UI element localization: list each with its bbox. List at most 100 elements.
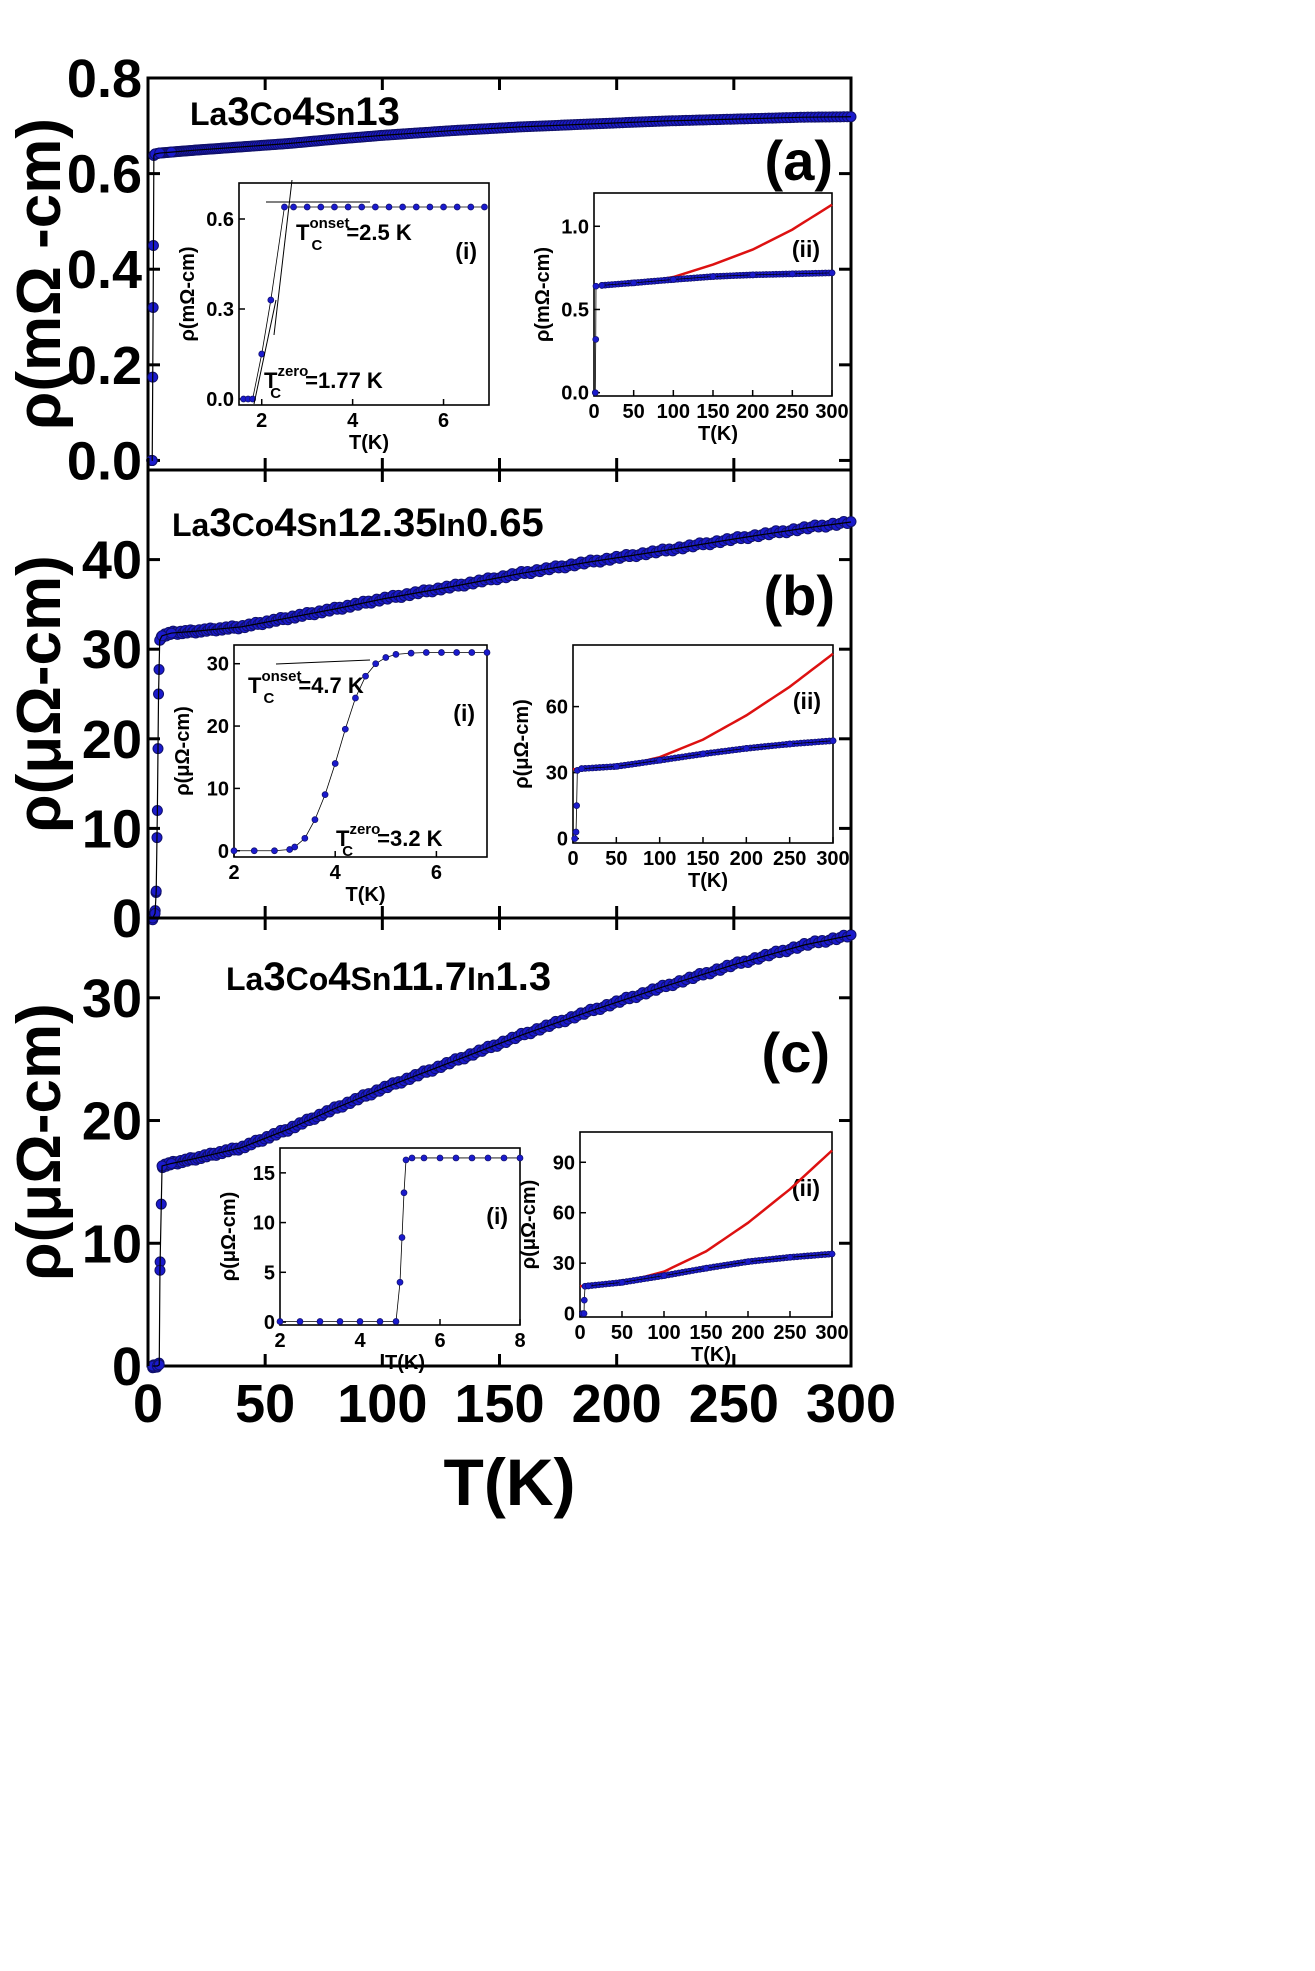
inset-data-point <box>702 1264 710 1272</box>
inset-x-tick-label: 2 <box>228 862 239 884</box>
y-tick-label: 30 <box>82 969 142 1029</box>
inset-y-label: ρ(μΩ-cm) <box>511 699 533 789</box>
inset-data-point <box>372 660 380 668</box>
inset-data-point <box>291 843 299 851</box>
inset-x-tick-label: 50 <box>623 401 645 423</box>
panel-a: 0.0 0.2 0.4 0.6 0.8 ρ(mΩ -cm) La3Co4Sn13 (a) 2 4 6… <box>5 49 857 491</box>
inset-x-tick-label: 200 <box>730 848 763 870</box>
inset-data-point <box>376 1318 384 1325</box>
inset-y-tick-label: 30 <box>553 1253 575 1275</box>
inset-data-point <box>744 1258 752 1266</box>
inset-data-point <box>468 1154 476 1162</box>
inset-y-tick-label: 0 <box>564 1304 575 1326</box>
guide-line <box>275 659 371 665</box>
inset-data-point <box>290 203 297 211</box>
inset-data-point <box>426 203 434 211</box>
inset-data-point <box>452 1154 460 1162</box>
series-line <box>151 116 852 462</box>
panel-b: 010203040ρ(μΩ-cm)La3Co4Sn12.35In0.65(b)2… <box>5 468 857 949</box>
inset-data-point <box>352 694 359 702</box>
inset-x-tick-label: 0 <box>567 848 578 870</box>
inset-data-point <box>230 847 238 855</box>
inset-y-tick-label: 0 <box>218 841 229 863</box>
inset-x-tick-label: 300 <box>815 401 848 423</box>
inset-data-point <box>382 654 390 661</box>
inset-data-point <box>483 649 491 656</box>
x-axis-label: T(K) <box>444 1445 576 1519</box>
tc-zero-annotation: Tzero C=3.2 K <box>336 821 443 860</box>
inset-x-tick-label: 8 <box>514 1330 525 1352</box>
inset-data-point <box>828 269 836 277</box>
compound-name: La3Co4Sn13 <box>190 90 400 134</box>
inset-data-point <box>484 1154 492 1162</box>
inset-x-tick-label: 0 <box>588 401 599 423</box>
inset-data-point <box>699 750 707 758</box>
inset-y-tick-label: 5 <box>264 1262 275 1284</box>
panel-label: (a) <box>765 129 833 192</box>
inset-data-point <box>786 1253 794 1261</box>
inset-tag: (ii) <box>792 236 820 262</box>
y-tick-label: 10 <box>82 1214 142 1274</box>
inset-data-point <box>408 1154 416 1162</box>
data-point <box>845 929 857 941</box>
inset-x-tick-label: 300 <box>816 848 849 870</box>
inset-data-point <box>407 649 415 657</box>
inset-x-tick-label: 200 <box>731 1322 764 1344</box>
inset-x-label: T(K) <box>346 884 386 906</box>
inset-y-label: ρ(mΩ-cm) <box>177 246 199 341</box>
inset-data-point <box>356 1318 364 1325</box>
inset-data-point <box>321 791 329 798</box>
y-tick-label: 0 <box>112 1337 142 1397</box>
tc-onset-annotation: Tonset C=2.5 K <box>296 215 412 254</box>
inset-data-point <box>585 1282 592 1290</box>
x-tick-label: 150 <box>454 1374 544 1434</box>
inset-x-tick-label: 250 <box>776 401 809 423</box>
inset-y-label: ρ(μΩ-cm) <box>518 1180 540 1270</box>
inset-data-point <box>301 834 309 842</box>
inset-frame <box>579 1131 833 1318</box>
y-tick-label: 20 <box>82 710 142 770</box>
inset-data-point <box>392 651 400 658</box>
data-point <box>845 516 857 528</box>
inset-data-point <box>398 1234 406 1241</box>
y-tick-label: 20 <box>82 1092 142 1152</box>
inset-data-point <box>578 765 586 772</box>
inset-y-tick-label: 20 <box>207 716 229 738</box>
inset-data-point <box>399 203 406 211</box>
y-tick-label: 0 <box>112 889 142 949</box>
inset-data-point <box>296 1318 304 1325</box>
inset-data-point <box>392 1318 400 1325</box>
inset-data-point <box>612 763 620 770</box>
inset-data-point <box>336 1318 344 1325</box>
inset-x-tick-label: 150 <box>696 401 729 423</box>
inset-x-tick-label: 100 <box>643 848 676 870</box>
inset-frame <box>238 182 490 406</box>
panel-label: (c) <box>762 1021 830 1084</box>
inset-data-point <box>438 649 445 656</box>
inset-data-point <box>400 1189 408 1197</box>
y-tick-label: 10 <box>82 799 142 859</box>
inset-data-point <box>385 203 393 211</box>
inset-data-point <box>331 203 338 211</box>
inset-data-point <box>660 1272 668 1279</box>
inset-data-point <box>271 847 278 855</box>
inset-data-point <box>709 273 717 280</box>
inset-data-point <box>249 395 256 403</box>
inset-y-tick-label: 0 <box>264 1312 275 1334</box>
guide-line <box>253 299 277 405</box>
x-tick-label: 300 <box>806 1374 896 1434</box>
x-tick-label: 100 <box>337 1374 427 1434</box>
inset-tag: (ii) <box>792 1175 820 1201</box>
series-line <box>152 521 852 919</box>
inset-data-point <box>311 816 319 823</box>
inset-x-tick-label: 4 <box>330 862 342 884</box>
inset-x-label: T(K) <box>691 1344 731 1366</box>
inset-x-tick-label: 50 <box>611 1322 633 1344</box>
inset-data-point <box>420 1154 428 1162</box>
inset-data-point <box>591 389 599 397</box>
series-markers <box>146 111 857 466</box>
inset-y-tick-label: 0.5 <box>561 299 589 321</box>
inset-data-point <box>749 271 757 279</box>
inset-y-label: ρ(μΩ-cm) <box>172 706 194 796</box>
